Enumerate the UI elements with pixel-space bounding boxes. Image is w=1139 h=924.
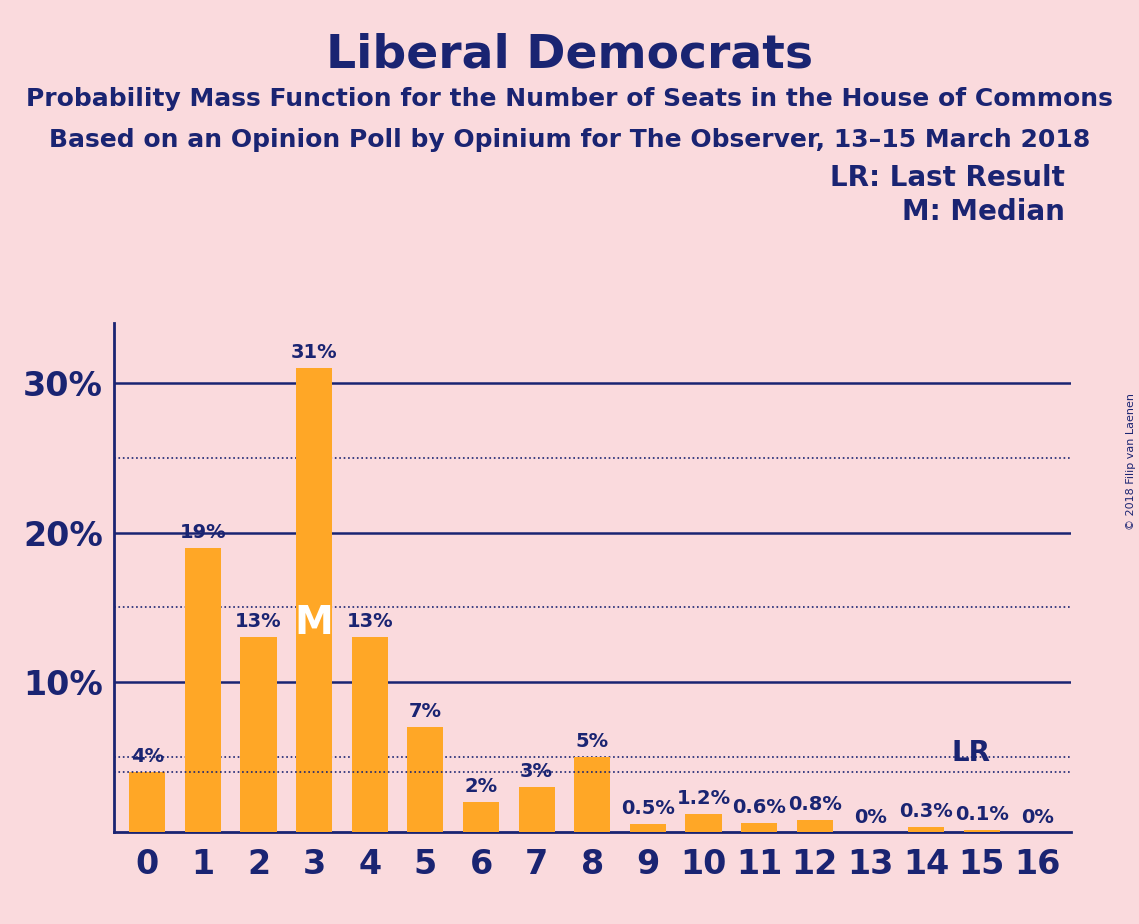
Text: 0.5%: 0.5% [621,799,674,818]
Text: 0.3%: 0.3% [899,802,953,821]
Text: 4%: 4% [131,747,164,766]
Text: 5%: 5% [575,732,609,751]
Text: Liberal Democrats: Liberal Democrats [326,32,813,78]
Bar [185,548,221,832]
Text: M: M [295,604,334,642]
Text: 0.1%: 0.1% [954,805,1009,824]
Text: 0.8%: 0.8% [788,795,842,814]
Bar [796,820,833,832]
Bar [908,827,944,832]
Text: M: Median: M: Median [902,198,1065,225]
Text: 13%: 13% [236,613,281,631]
Bar [296,369,333,832]
Bar [964,830,1000,832]
Bar [129,772,165,832]
Text: Probability Mass Function for the Number of Seats in the House of Commons: Probability Mass Function for the Number… [26,87,1113,111]
Text: 1.2%: 1.2% [677,789,730,808]
Text: 2%: 2% [465,777,498,796]
Text: 0%: 0% [854,808,887,827]
Text: Based on an Opinion Poll by Opinium for The Observer, 13–15 March 2018: Based on an Opinion Poll by Opinium for … [49,128,1090,152]
Text: 19%: 19% [180,523,227,541]
Bar [352,638,388,832]
Bar [518,786,555,832]
Text: 7%: 7% [409,702,442,721]
Bar [240,638,277,832]
Text: LR: Last Result: LR: Last Result [830,164,1065,191]
Text: 3%: 3% [521,761,554,781]
Bar [462,802,499,832]
Bar [741,822,777,832]
Text: 13%: 13% [346,613,393,631]
Text: 0.6%: 0.6% [732,797,786,817]
Bar [408,727,443,832]
Text: © 2018 Filip van Laenen: © 2018 Filip van Laenen [1125,394,1136,530]
Bar [630,824,666,832]
Text: 0%: 0% [1021,808,1054,827]
Bar [574,757,611,832]
Text: 31%: 31% [290,343,337,362]
Bar [686,814,722,832]
Text: LR: LR [951,738,990,767]
